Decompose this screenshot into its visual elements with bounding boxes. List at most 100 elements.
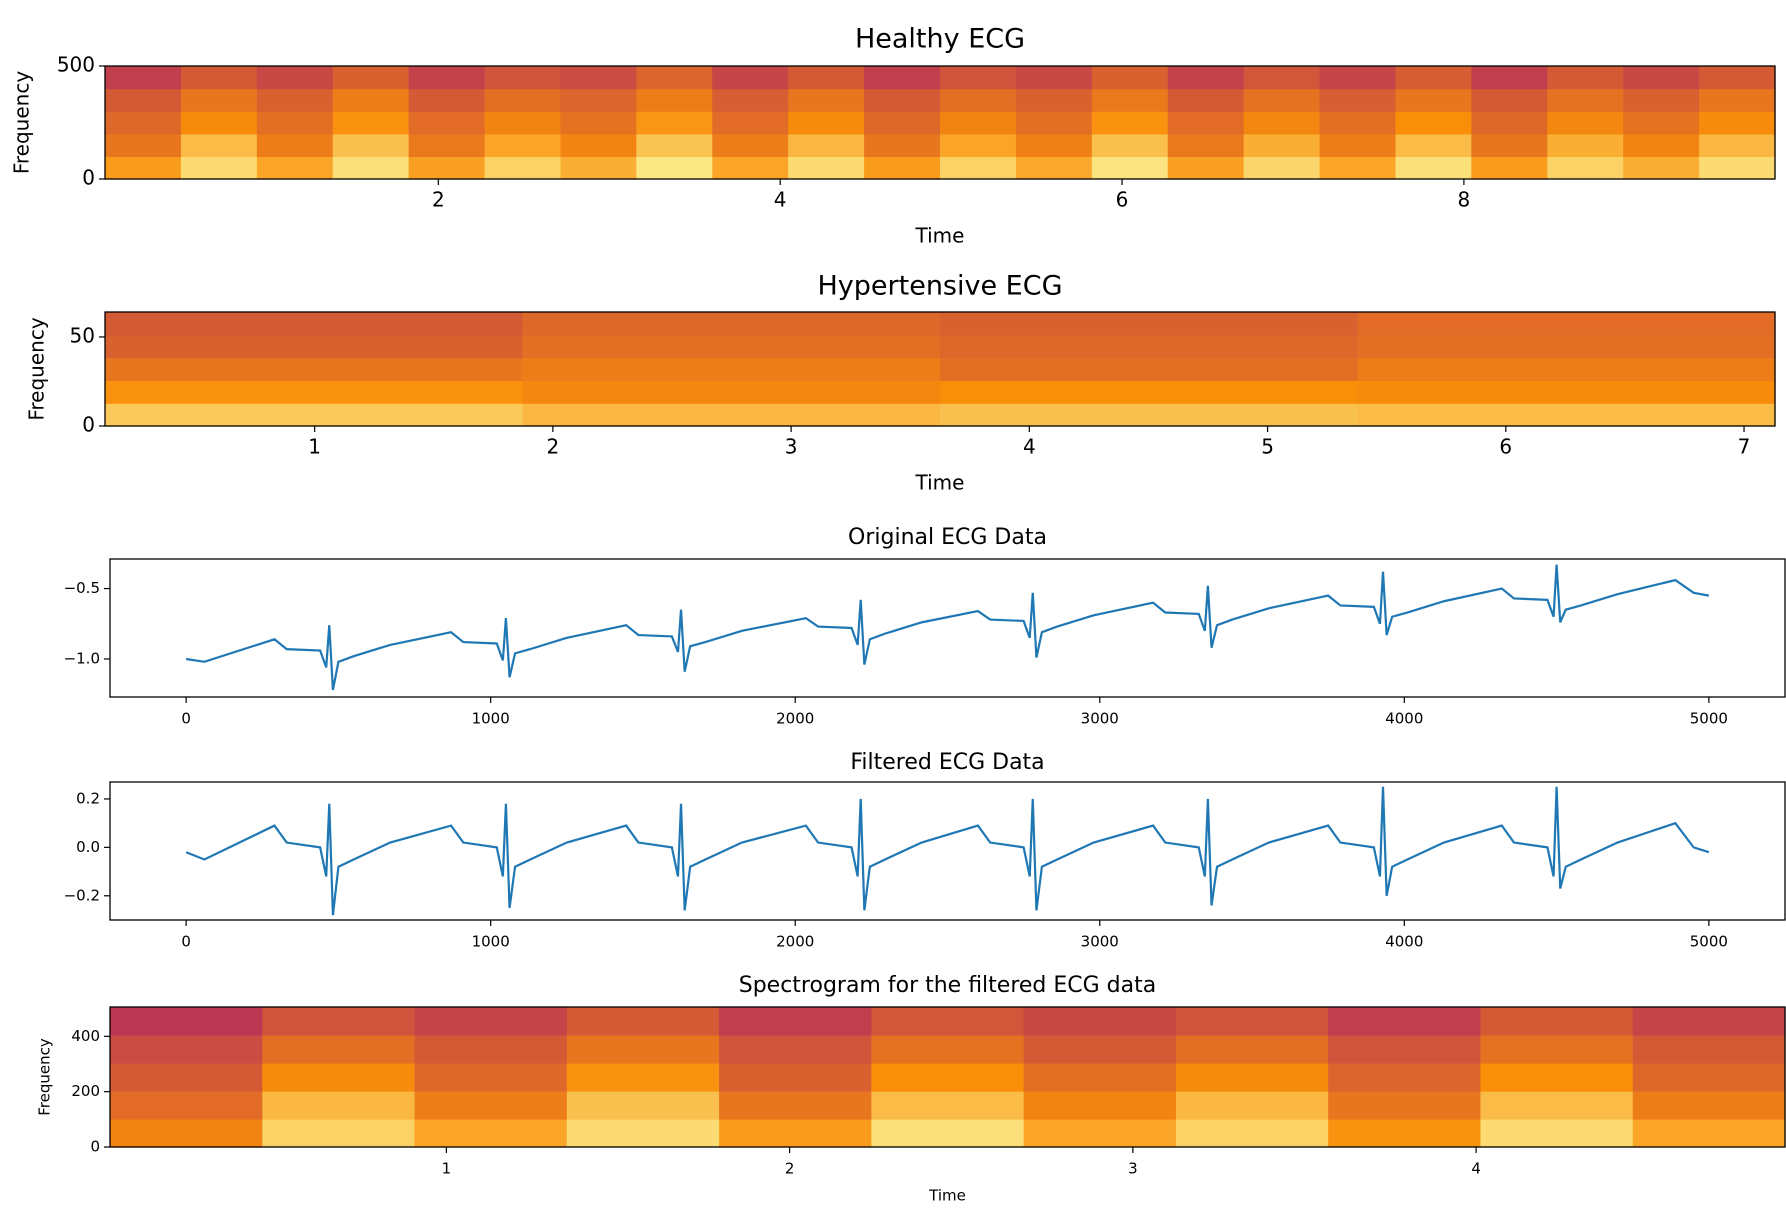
spectrogram-cell	[636, 156, 713, 180]
spectrogram-cell	[1167, 66, 1245, 90]
spectrogram-cell	[180, 66, 258, 90]
spectrogram-cell	[332, 66, 410, 90]
spectrogram-cell	[719, 1119, 872, 1148]
x-tick-label: 3000	[1081, 710, 1119, 728]
spectrogram-cell	[1328, 1063, 1482, 1092]
spectrogram-cell	[414, 1091, 568, 1120]
spectrogram-cell	[1547, 111, 1624, 135]
spectrogram-cell	[719, 1007, 872, 1036]
spectrogram-cell	[256, 66, 334, 90]
spectrogram-cell	[332, 111, 410, 135]
x-tick-label: 2000	[776, 933, 814, 951]
spectrogram-cell	[566, 1119, 720, 1148]
spectrogram-cell	[256, 156, 334, 180]
spectrogram-cell	[1699, 66, 1776, 90]
spectrogram-cell	[1480, 1007, 1634, 1036]
axes-frame	[104, 65, 1776, 180]
axes-frame	[109, 781, 1786, 921]
spectrogram-cell	[522, 312, 941, 336]
y-tick-label: 0.2	[76, 789, 100, 807]
spectrogram-cell	[1175, 1007, 1329, 1036]
x-tick-label: 6	[1116, 188, 1129, 212]
spectrogram-cell	[1699, 133, 1776, 157]
spectrogram-cell	[484, 66, 562, 90]
spectrogram-cell	[105, 88, 182, 112]
spectrogram-cell	[1395, 66, 1472, 90]
spectrogram-cell	[871, 1035, 1025, 1064]
spectrogram-cell	[1357, 380, 1776, 404]
spectrogram-cell	[788, 133, 865, 157]
spectrogram-cell	[1023, 1091, 1177, 1120]
x-tick-label: 3000	[1081, 933, 1119, 951]
spectrogram-cell	[1243, 156, 1321, 180]
y-tick-label: 400	[71, 1027, 100, 1045]
spectrogram-cell	[940, 111, 1017, 135]
x-tick-label: 2	[785, 1160, 795, 1178]
spectrogram-cell	[1319, 111, 1397, 135]
spectrogram-cell	[110, 1007, 263, 1036]
spectrogram-cell	[1699, 111, 1776, 135]
x-tick-label: 4	[1471, 1160, 1481, 1178]
spectrogram-cell	[110, 1091, 263, 1120]
ecg-line	[185, 786, 1710, 916]
spectrogram-cell	[719, 1063, 872, 1092]
spectrogram-cell	[1319, 133, 1397, 157]
spectrogram-cell	[484, 156, 562, 180]
y-tick-label: −1.0	[64, 649, 100, 667]
spectrogram-cell	[1699, 156, 1776, 180]
x-tick-label: 3	[1128, 1160, 1138, 1178]
spectrogram-cell	[788, 111, 865, 135]
spectrogram-cell	[864, 111, 941, 135]
spectrogram-cell	[566, 1007, 720, 1036]
spectrogram-cell	[1632, 1119, 1786, 1148]
spectrogram-cell	[522, 380, 941, 404]
spectrogram-cell	[105, 111, 182, 135]
x-tick-label: 1	[308, 435, 321, 459]
spectrogram-cell	[788, 156, 865, 180]
spectrogram-cell	[180, 88, 258, 112]
x-tick-label: 1000	[472, 710, 510, 728]
spectrogram-cell	[1547, 66, 1624, 90]
x-axis-label: Time	[915, 224, 965, 248]
spectrogram-cell	[1023, 1063, 1177, 1092]
spectrogram-cell	[408, 66, 486, 90]
spectrogram-cell	[1243, 133, 1321, 157]
spectrogram-cell	[560, 111, 637, 135]
x-tick-label: 4	[774, 188, 787, 212]
spectrogram-cell	[1357, 403, 1776, 427]
spectrogram-cell	[560, 66, 637, 90]
y-tick-label: 500	[57, 53, 95, 77]
chart-title: Original ECG Data	[848, 525, 1047, 550]
spectrogram-cell	[105, 156, 182, 180]
spectrogram-cell	[1319, 156, 1397, 180]
spectrogram-cell	[1091, 111, 1169, 135]
spectrogram-cell	[256, 111, 334, 135]
spectrogram-cell	[940, 357, 1359, 381]
spectrogram-cell	[1243, 111, 1321, 135]
spectrogram-cell	[1357, 312, 1776, 336]
spectrogram-cell	[636, 111, 713, 135]
spectrogram-cell	[1015, 88, 1093, 112]
spectrogram-cell	[1023, 1119, 1177, 1148]
spectrogram-cell	[1357, 357, 1776, 381]
spectrogram-cell	[1091, 133, 1169, 157]
spectrogram-cell	[560, 133, 637, 157]
spectrogram-cell	[1395, 111, 1472, 135]
spectrogram-cell	[1471, 66, 1548, 90]
spectrogram-cell	[414, 1035, 568, 1064]
y-tick-label: 0	[90, 1138, 100, 1156]
spectrogram-cell	[262, 1091, 416, 1120]
chart-title: Filtered ECG Data	[850, 750, 1044, 775]
spectrogram-cell	[636, 66, 713, 90]
x-tick-label: 5000	[1690, 933, 1728, 951]
spectrogram-cell	[940, 334, 1359, 359]
x-tick-label: 2	[547, 435, 560, 459]
x-tick-label: 2000	[776, 710, 814, 728]
spectrogram-cell	[871, 1063, 1025, 1092]
spectrogram-cell	[414, 1119, 568, 1148]
spectrogram-cell	[712, 88, 789, 112]
spectrogram-cell	[1167, 88, 1245, 112]
spectrogram-cell	[262, 1119, 416, 1148]
spectrogram-cell	[719, 1035, 872, 1064]
spectrogram-cell	[105, 380, 524, 404]
